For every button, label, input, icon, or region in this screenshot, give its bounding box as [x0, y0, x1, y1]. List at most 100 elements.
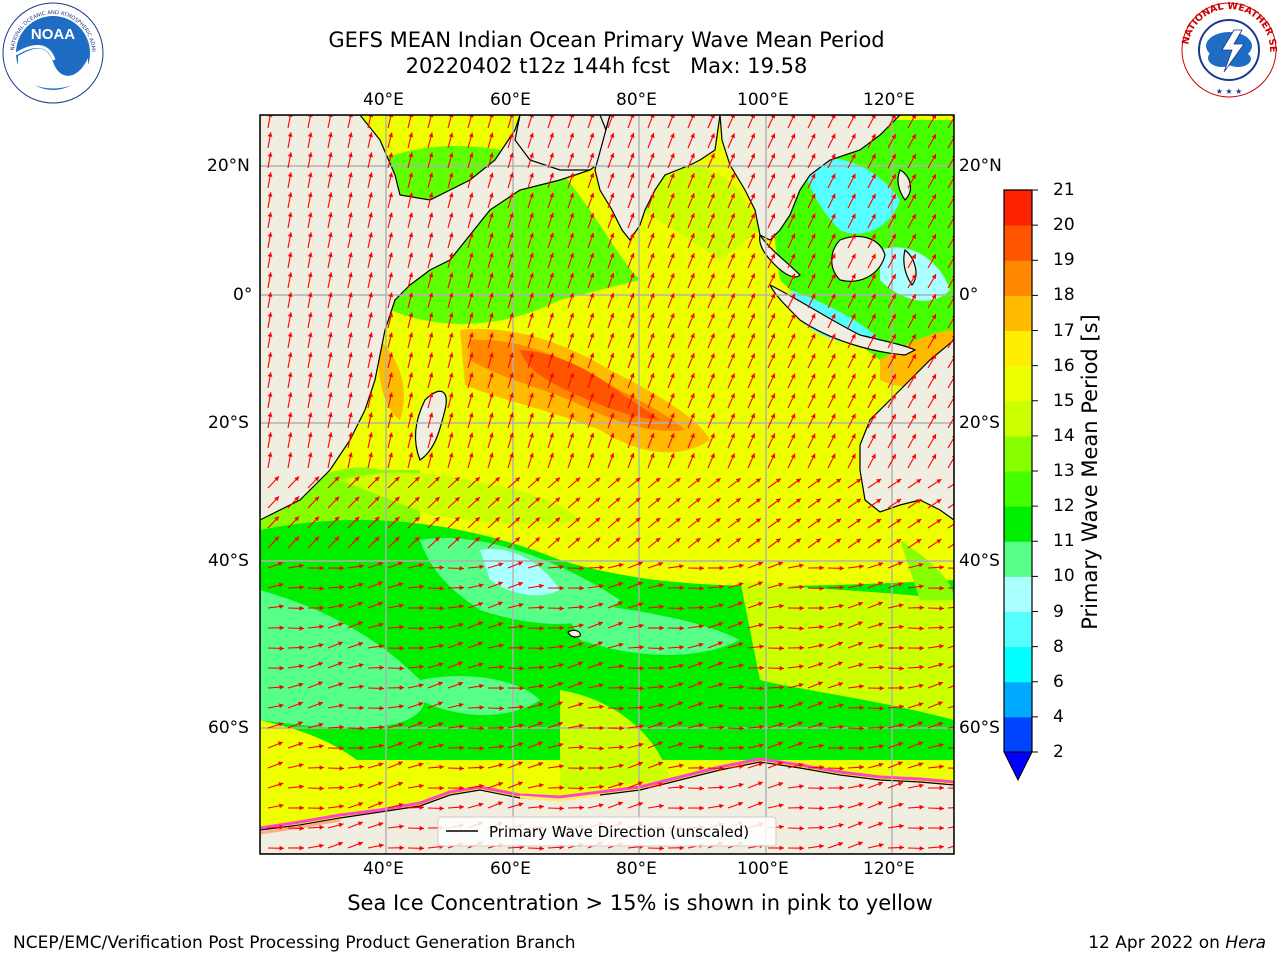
wave-arrow-head [468, 172, 474, 178]
wave-arrow-head [428, 352, 434, 358]
wave-arrow-head [307, 372, 313, 378]
wave-arrow-head [618, 562, 624, 568]
wave-arrow-head [739, 726, 744, 731]
wave-arrow-head [388, 252, 394, 258]
wave-arrow-head [837, 661, 843, 666]
wave-arrow-head [388, 392, 394, 398]
wave-arrow-head [419, 645, 424, 651]
wave-arrow-head [419, 584, 424, 590]
wave-arrow-head [851, 233, 856, 239]
wave-arrow-head [755, 518, 761, 523]
wave-arrow-head [871, 313, 876, 319]
wave-arrow-head [388, 172, 394, 178]
wave-arrow-head [710, 453, 715, 459]
lat-tick-left-20n: 20°N [207, 156, 250, 176]
wave-arrow-head [699, 765, 704, 771]
wave-arrow-head [730, 273, 735, 279]
wave-arrow-head [589, 332, 595, 338]
wave-arrow-head [750, 213, 755, 219]
wave-arrow-head [417, 721, 423, 726]
wave-arrow-head [458, 681, 464, 687]
wave-arrow-head [388, 152, 394, 158]
wave-arrow-head [859, 684, 864, 689]
wave-arrow-head [459, 745, 464, 751]
wave-arrow-head [719, 765, 724, 771]
wave-arrow-head [318, 643, 324, 648]
wave-arrow-head [699, 605, 704, 611]
wave-arrow-head [348, 272, 353, 278]
lon-tick-bottom-60e: 60°E [490, 859, 531, 879]
wave-arrow-head [871, 293, 876, 299]
wave-arrow-head [348, 352, 353, 358]
wave-arrow-head [529, 452, 534, 458]
colorbar-segment [1004, 471, 1032, 507]
wave-arrow-head [879, 743, 884, 749]
wave-arrow-head [278, 561, 283, 567]
wave-arrow-head [559, 785, 564, 791]
wave-arrow-head [931, 174, 936, 180]
wave-arrow-head [609, 273, 615, 278]
wave-arrow-head [368, 432, 373, 438]
wave-arrow-head [730, 353, 735, 359]
wave-arrow-head [438, 662, 444, 667]
wave-arrow-head [339, 703, 344, 709]
wave-arrow-head [750, 115, 755, 119]
wave-arrow-head [677, 721, 683, 726]
wave-arrow-head [374, 476, 380, 482]
wave-arrow-head [589, 212, 595, 218]
wave-arrow-head [710, 313, 715, 319]
wave-arrow-head [857, 841, 863, 846]
wave-arrow-head [489, 272, 494, 278]
wave-arrow-head [891, 214, 896, 219]
wave-arrow-head [939, 785, 944, 791]
wave-arrow-head [394, 496, 400, 502]
wave-arrow-head [818, 701, 823, 706]
wave-arrow-head [859, 705, 864, 711]
wave-arrow-head [419, 825, 424, 831]
wave-arrow-head [679, 644, 684, 650]
wave-arrow-head [659, 625, 664, 631]
wave-arrow-head [328, 392, 333, 398]
wave-arrow-head [299, 645, 304, 650]
wave-arrow-head [639, 686, 644, 691]
wave-arrow-head [388, 352, 394, 358]
wave-arrow-head [730, 133, 735, 139]
wave-arrow-head [797, 721, 803, 726]
wave-arrow-head [609, 313, 615, 318]
wave-arrow-head [899, 823, 904, 829]
lat-tick-left-0: 0° [233, 285, 253, 305]
wave-arrow-head [750, 353, 755, 359]
wave-arrow-head [670, 293, 675, 299]
wave-arrow [947, 176, 954, 189]
wave-arrow-head [679, 845, 684, 851]
wave-arrow-head [790, 153, 796, 159]
wave-arrow-head [938, 681, 943, 687]
wave-arrow-head [816, 538, 821, 544]
wave-arrow-head [358, 582, 364, 588]
wave-arrow-head [896, 519, 902, 524]
wave-arrow-head [379, 643, 384, 649]
wave-arrow-head [307, 252, 313, 258]
wave-arrow-head [916, 479, 922, 484]
wave-arrow-head [931, 254, 936, 260]
wave-arrow-head [899, 685, 904, 691]
wave-arrow-head [377, 581, 383, 586]
wave-arrow-head [650, 333, 655, 339]
wave-arrow-head [509, 152, 514, 158]
wave-arrow-head [719, 703, 724, 709]
wave-arrow-head [738, 782, 744, 788]
colorbar-segment [1004, 435, 1032, 472]
wave-arrow-head [851, 353, 856, 359]
wave-arrow-head [635, 477, 641, 483]
wave-arrow-head [911, 434, 916, 439]
wave-arrow-head [307, 152, 313, 158]
wave-arrow-head [287, 432, 293, 437]
wave-arrow-head [468, 392, 474, 398]
wave-arrow-head [876, 478, 882, 484]
wave-arrow-head [399, 824, 404, 829]
wave-arrow-head [958, 682, 963, 687]
wave-arrow-head [790, 213, 796, 219]
wave-arrow-head [831, 115, 836, 119]
wave-arrow-head [750, 293, 755, 299]
wave-arrow-head [328, 332, 333, 338]
